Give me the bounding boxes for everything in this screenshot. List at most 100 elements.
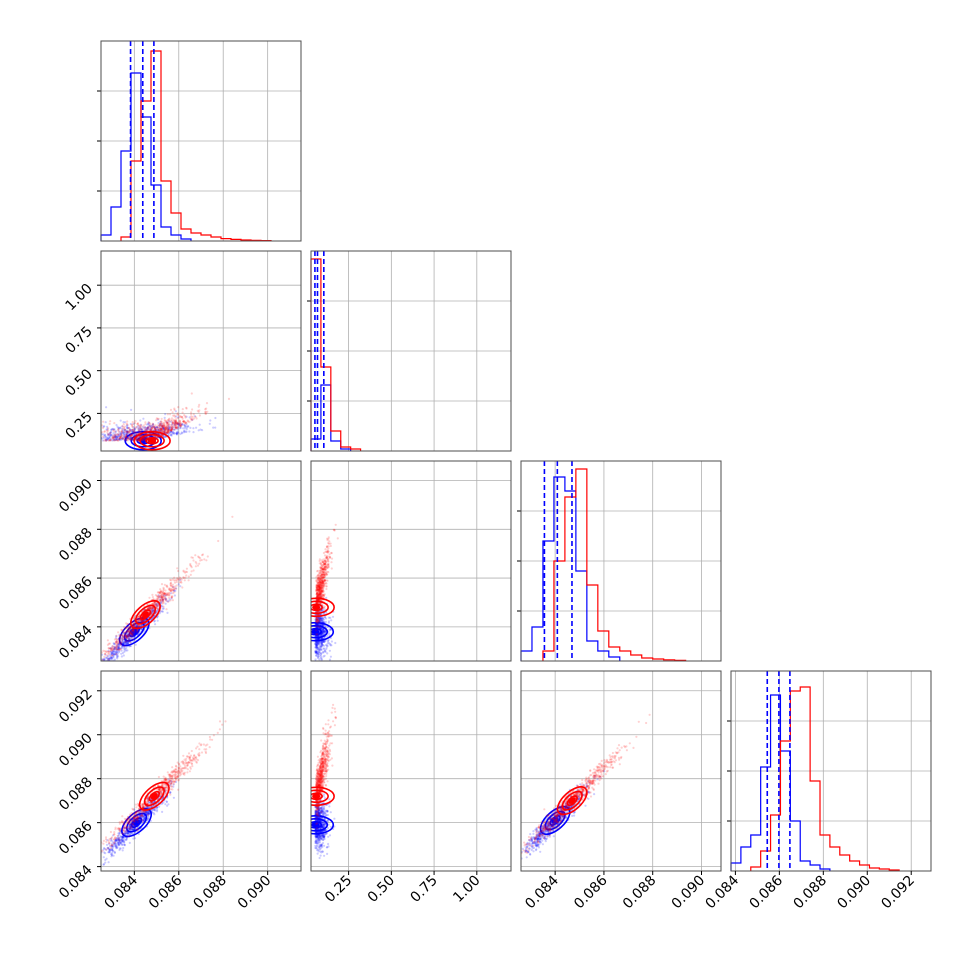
scatter-point-blue <box>129 435 132 438</box>
scatter-point-blue <box>326 644 329 648</box>
scatter-point-blue <box>314 651 318 654</box>
scatter-point-red <box>155 419 158 422</box>
scatter-point-red <box>322 576 325 580</box>
scatter-point-red <box>130 423 133 426</box>
scatter-point-red <box>115 653 118 656</box>
scatter-point-red <box>316 610 319 613</box>
scatter-point-red <box>126 432 129 436</box>
scatter-point-red <box>165 423 169 426</box>
scatter-point-red <box>156 591 159 594</box>
scatter-point-blue <box>315 601 318 605</box>
scatter-point-blue <box>119 432 122 435</box>
scatter-point-red <box>111 436 114 439</box>
scatter-point-blue <box>178 422 181 425</box>
scatter-point-blue <box>115 646 118 649</box>
scatter-point-red <box>108 439 111 442</box>
scatter-point-red <box>168 593 171 597</box>
scatter-point-red <box>158 590 161 594</box>
scatter-point-red <box>126 430 129 433</box>
scatter-point-red <box>130 434 133 437</box>
scatter-point-red <box>205 402 209 405</box>
scatter-point-red <box>137 432 140 435</box>
scatter-point-red <box>315 580 318 583</box>
scatter-point-red <box>169 599 172 602</box>
scatter-point-red <box>124 627 127 630</box>
scatter-point-red <box>157 427 160 430</box>
scatter-point-blue <box>167 424 170 427</box>
scatter-point-blue <box>318 618 321 621</box>
scatter-point-red <box>124 435 127 438</box>
scatter-point-blue <box>183 424 186 427</box>
scatter-point-blue <box>87 432 89 434</box>
scatter-point-blue <box>185 425 188 428</box>
scatter-point-blue <box>98 665 100 667</box>
scatter-point-red <box>329 544 332 548</box>
scatter-point-blue <box>110 652 113 655</box>
scatter-point-red <box>326 545 329 548</box>
scatter-point-blue <box>161 598 164 601</box>
scatter-point-red <box>318 588 321 591</box>
scatter-point-red <box>125 436 128 439</box>
scatter-point-blue <box>95 669 97 671</box>
scatter-point-blue <box>153 425 156 428</box>
scatter-point-red <box>130 438 133 441</box>
scatter-point-blue <box>116 433 119 436</box>
scatter-point-red <box>158 424 161 427</box>
scatter-point-red <box>94 665 96 667</box>
scatter-point-red <box>198 409 201 412</box>
scatter-point-blue <box>133 428 136 431</box>
scatter-point-red <box>316 595 319 599</box>
scatter-point-red <box>196 564 200 567</box>
scatter-point-red <box>129 631 132 634</box>
scatter-point-red <box>131 623 134 626</box>
scatter-point-blue <box>120 649 123 652</box>
scatter-point-red <box>115 640 118 643</box>
scatter-point-blue <box>316 619 319 622</box>
scatter-point-blue <box>316 647 319 650</box>
scatter-point-blue <box>321 637 324 640</box>
scatter-point-red <box>124 626 127 630</box>
scatter-point-red <box>161 599 164 602</box>
scatter-point-blue <box>316 626 319 629</box>
scatter-point-red <box>122 435 125 438</box>
scatter-point-red <box>321 591 324 594</box>
scatter-point-blue <box>124 428 127 431</box>
scatter-point-blue <box>163 430 166 434</box>
scatter-point-blue <box>145 626 148 629</box>
scatter-point-red <box>163 592 166 595</box>
scatter-point-red <box>113 422 116 425</box>
scatter-point-red <box>173 576 176 579</box>
scatter-point-blue <box>168 428 171 431</box>
scatter-point-red <box>137 424 140 427</box>
scatter-point-red <box>146 435 149 439</box>
scatter-point-blue <box>159 420 162 423</box>
scatter-point-red <box>132 428 135 431</box>
scatter-point-red <box>163 596 166 599</box>
scatter-point-red <box>319 588 322 591</box>
scatter-point-blue <box>152 426 155 429</box>
scatter-point-blue <box>162 427 165 430</box>
scatter-point-red <box>322 587 325 590</box>
scatter-point-blue <box>329 643 332 646</box>
scatter-point-red <box>323 593 326 596</box>
scatter-point-red <box>91 671 93 673</box>
scatter-point-red <box>121 635 125 638</box>
scatter-point-blue <box>118 650 121 653</box>
scatter-point-blue <box>201 429 204 432</box>
scatter-point-blue <box>113 434 116 437</box>
scatter-point-red <box>131 629 134 632</box>
scatter-point-red <box>194 565 197 568</box>
scatter-point-red <box>182 576 185 579</box>
scatter-point-blue <box>151 609 155 612</box>
scatter-point-blue <box>118 433 121 436</box>
scatter-point-red <box>170 595 173 598</box>
scatter-point-blue <box>140 427 143 430</box>
scatter-point-red <box>159 590 162 593</box>
scatter-point-blue <box>146 426 149 429</box>
scatter-point-red <box>167 431 170 434</box>
scatter-point-blue <box>170 592 173 595</box>
scatter-point-blue <box>126 427 129 430</box>
scatter-point-red <box>141 619 145 622</box>
scatter-point-red <box>317 625 320 628</box>
scatter-point-red <box>111 434 114 437</box>
